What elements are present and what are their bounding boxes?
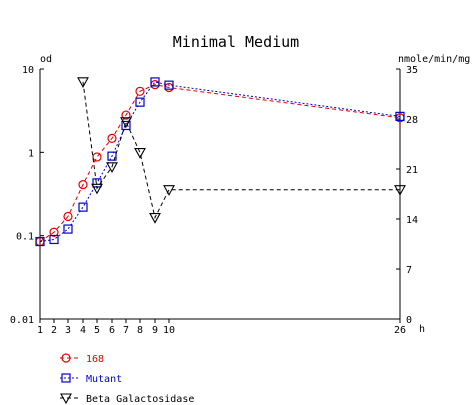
legend-marker-168 xyxy=(61,353,71,363)
data-point-168 xyxy=(63,211,73,222)
series-line-mutant xyxy=(39,81,401,243)
y-right-tick-label: 35 xyxy=(406,65,418,76)
data-point-beta-galactosidase xyxy=(149,213,161,224)
data-point-beta-galactosidase xyxy=(120,117,132,128)
x-tick-label: 8 xyxy=(137,325,143,336)
data-point-mutant xyxy=(395,111,405,121)
y-right-tick-label: 21 xyxy=(406,165,418,176)
x-axis-unit-label: h xyxy=(419,324,425,335)
y-right-tick-label: 0 xyxy=(406,315,412,326)
x-tick-label: 5 xyxy=(94,325,100,336)
x-tick-label: 3 xyxy=(65,325,71,336)
data-point-mutant xyxy=(164,80,174,90)
series-168 xyxy=(35,79,405,247)
series-line-168 xyxy=(39,84,401,242)
y-left-tick-label: 0.1 xyxy=(16,232,34,243)
legend-label-168: 168 xyxy=(86,354,104,365)
data-point-168 xyxy=(49,227,59,237)
y-left-axis-label: od xyxy=(40,54,52,65)
data-point-beta-galactosidase xyxy=(106,162,118,173)
x-tick-label: 2 xyxy=(51,325,57,336)
data-point-mutant xyxy=(78,202,88,212)
legend-item-168: 168 xyxy=(60,353,104,365)
x-tick-label: 7 xyxy=(123,325,129,336)
legend-item-beta-galactosidase: Beta Galactosidase xyxy=(60,393,194,405)
x-tick-label: 9 xyxy=(152,325,158,336)
legend-item-mutant: Mutant xyxy=(60,373,122,385)
data-point-mutant xyxy=(35,236,45,247)
series-mutant xyxy=(35,77,405,247)
y-right-tick-label: 7 xyxy=(406,265,412,276)
y-left-tick-label: 0.01 xyxy=(10,315,34,326)
x-tick-label: 26 xyxy=(394,325,406,336)
data-point-mutant xyxy=(135,97,145,107)
legend-label-mutant: Mutant xyxy=(86,374,122,385)
series-layer xyxy=(35,77,406,247)
data-point-mutant xyxy=(92,178,102,188)
data-point-mutant xyxy=(121,120,131,131)
series-beta-galactosidase xyxy=(77,77,406,224)
y-right-tick-label: 14 xyxy=(406,215,418,226)
data-point-beta-galactosidase xyxy=(77,77,89,88)
data-point-mutant xyxy=(49,234,59,245)
x-tick-label: 10 xyxy=(163,325,175,336)
y-left-tick-label: 1 xyxy=(28,148,34,159)
y-right-axis-label: nmole/min/mg xyxy=(398,54,470,65)
data-point-168 xyxy=(107,133,117,143)
data-point-168 xyxy=(121,110,131,120)
data-point-beta-galactosidase xyxy=(394,185,406,196)
legend: 168 Mutant Beta Galactosidase xyxy=(60,353,194,405)
chart-title: Minimal Medium xyxy=(173,33,299,51)
data-point-mutant xyxy=(150,77,160,87)
series-line-beta-galactosidase xyxy=(82,81,400,220)
legend-marker-mutant xyxy=(61,373,71,383)
data-point-beta-galactosidase xyxy=(134,148,146,159)
x-tick-label: 1 xyxy=(37,325,43,336)
data-point-168 xyxy=(92,152,102,162)
y-left-tick-label: 10 xyxy=(22,65,34,76)
data-point-168 xyxy=(78,180,88,190)
y-right-tick-label: 28 xyxy=(406,115,418,126)
data-point-beta-galactosidase xyxy=(91,183,103,195)
data-point-mutant xyxy=(107,151,117,161)
data-point-168 xyxy=(135,86,145,96)
legend-marker-beta-galactosidase xyxy=(60,393,72,405)
data-point-mutant xyxy=(63,224,73,234)
x-tick-label: 6 xyxy=(109,325,115,336)
data-point-beta-galactosidase xyxy=(163,185,175,196)
legend-label-beta-galactosidase: Beta Galactosidase xyxy=(86,394,194,405)
x-tick-label: 4 xyxy=(80,325,86,336)
